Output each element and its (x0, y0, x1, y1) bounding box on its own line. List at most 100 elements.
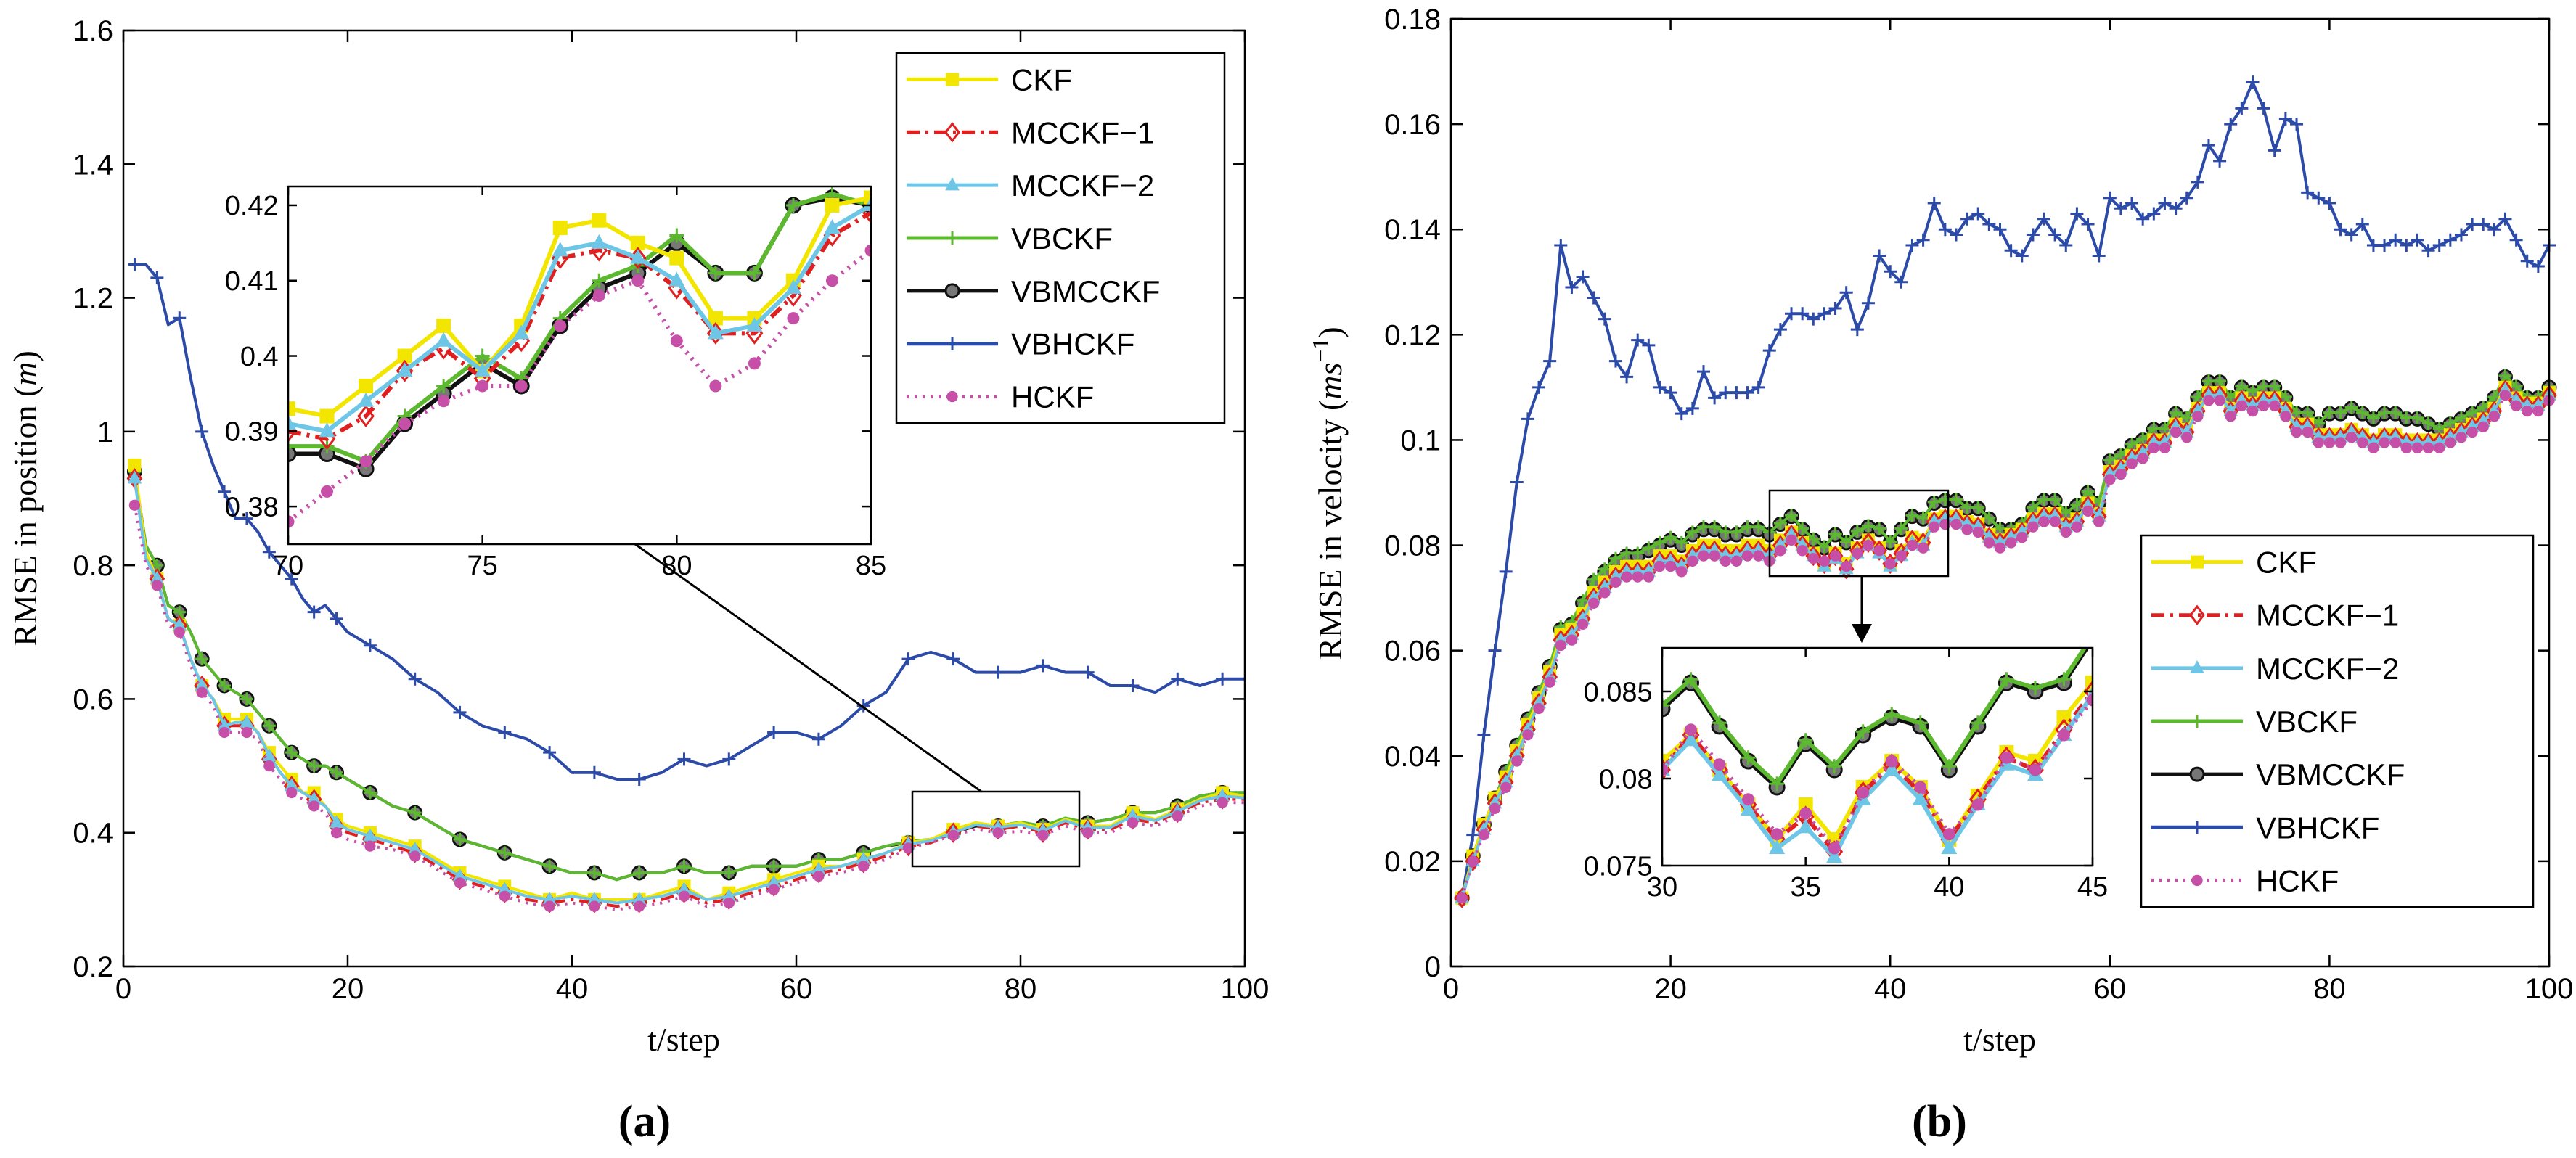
b-point-hckf (2181, 432, 2193, 443)
b-point-vbhckf (1708, 391, 1722, 405)
b-point-hckf (2389, 437, 2401, 448)
a-legend-marker-mcckf-1 (944, 122, 960, 143)
a-point-vbhckf (240, 512, 253, 525)
b-point-hckf (2346, 432, 2358, 443)
a-inset-point-mcckf-2 (396, 362, 413, 377)
b-series-vbhckf (1455, 75, 2556, 905)
a-inset-point-ckf (436, 319, 451, 334)
a-inset-point-ckf (669, 250, 684, 266)
b-point-hckf (2203, 395, 2215, 406)
b-y-axis-label-text: RMSE in velocity ( (1312, 400, 1349, 660)
b-legend-item-mcckf-1: MCCKF−1 (2151, 599, 2399, 633)
a-y-tick-label: 0.8 (73, 550, 113, 582)
b-point-vbhckf (1873, 249, 1886, 263)
b-point-hckf (1467, 855, 1479, 867)
a-legend-marker-ckf (946, 73, 959, 86)
b-y-tick-label: 0.1 (1400, 424, 1441, 456)
b-legend: CKF MCCKF−1 MCCKF−2 VBCKF VBMCCKF VBHCKF HCKF (2140, 534, 2535, 908)
b-point-vbhckf (2257, 102, 2270, 115)
b-y-tick-label: 0.06 (1384, 636, 1441, 668)
b-point-vbhckf (2246, 75, 2260, 89)
b-point-hckf (1730, 555, 1743, 567)
b-point-hckf (2532, 405, 2544, 417)
b-point-vbhckf (2378, 238, 2392, 252)
b-y-axis-label-exp: −1 (1307, 338, 1333, 363)
b-legend-item-vbckf: VBCKF (2151, 705, 2358, 739)
b-point-hckf (2060, 526, 2072, 538)
b-point-vbckf (1675, 535, 1688, 549)
a-inset-point-ckf (864, 190, 871, 205)
b-inset-point-mcckf-2 (1682, 731, 1699, 747)
b-point-hckf (2522, 405, 2533, 417)
b-point-hckf (1863, 539, 1874, 551)
b-inset-point-hckf (2029, 763, 2042, 776)
b-inset-x-tick-label: 45 (2077, 872, 2108, 903)
a-inset-point-hckf (864, 244, 871, 257)
b-inset-series-vbckf (1662, 648, 2088, 792)
b-point-vbckf (1653, 535, 1667, 549)
a-inset-point-vbckf (436, 379, 451, 394)
b-point-vbhckf (1741, 386, 1754, 400)
a-legend-label-vbhckf: VBHCKF (1011, 327, 1134, 361)
a-x-tick-label: 0 (115, 973, 131, 1005)
b-point-hckf (1664, 560, 1677, 572)
b-plot-frame (1449, 17, 2551, 968)
b-point-hckf (2510, 400, 2522, 411)
a-point-hckf (947, 829, 959, 842)
a-inset-series-hckf (288, 244, 871, 528)
b-point-hckf (1456, 892, 1468, 904)
a-point-vbckf (767, 859, 781, 873)
b-point-vbhckf (2477, 217, 2490, 231)
b-point-hckf (1676, 566, 1688, 578)
b-point-vbckf (1839, 535, 1853, 549)
b-point-hckf (2246, 405, 2259, 417)
b-point-hckf (2082, 505, 2094, 517)
b-point-vbckf (1971, 501, 1985, 514)
a-point-hckf (902, 842, 915, 854)
b-inset-point-vbckf (1741, 750, 1756, 765)
b-inset-point-vbckf (1855, 724, 1870, 739)
b-point-hckf (1884, 558, 1896, 570)
b-inset-point-hckf (1662, 763, 1669, 776)
b-point-vbhckf (2015, 249, 2029, 263)
b-point-hckf (2466, 426, 2478, 438)
b-point-hckf (2148, 442, 2159, 453)
a-point-vbhckf (498, 726, 512, 739)
a-point-hckf (173, 626, 185, 638)
b-point-vbhckf (2290, 118, 2304, 131)
b-point-vbhckf (2443, 233, 2457, 247)
a-x-tick-label: 80 (1005, 973, 1037, 1005)
a-y-tick-label: 1 (97, 416, 113, 448)
b-point-vbhckf (2147, 207, 2161, 221)
b-point-vbckf (2366, 411, 2380, 424)
a-legend-marker-vbckf (946, 231, 959, 245)
a-point-vbckf (498, 846, 512, 860)
a-point-mcckf-2 (195, 678, 210, 691)
b-point-vbhckf (1521, 412, 1534, 426)
b-inset-point-vbckf (1770, 776, 1785, 792)
b-point-hckf (2313, 437, 2324, 448)
b-point-vbhckf (2191, 175, 2204, 189)
b-point-vbckf (2323, 406, 2336, 419)
b-point-vbhckf (2070, 207, 2084, 221)
a-inset-point-vbckf (708, 266, 723, 281)
b-inset-series-hckf (1662, 694, 2093, 855)
b-point-hckf (2357, 437, 2368, 448)
b-point-hckf (1983, 537, 1995, 549)
b-point-hckf (1566, 634, 1578, 646)
a-point-vbckf (285, 746, 298, 760)
a-inset-point-mcckf-2 (863, 196, 871, 211)
a-y-axis-label-text: RMSE in position ( (7, 386, 44, 646)
b-point-vbhckf (2334, 223, 2347, 237)
a-point-vbhckf (128, 258, 142, 271)
a-y-tick-label: 0.6 (73, 683, 113, 715)
b-point-vbhckf (2136, 212, 2150, 226)
b-point-vbhckf (2487, 223, 2501, 237)
a-plot-frame (122, 29, 1246, 968)
b-inset-point-hckf (1942, 828, 1955, 841)
b-point-vbhckf (1477, 728, 1491, 742)
a-point-vbhckf (195, 424, 209, 438)
b-point-hckf (1687, 555, 1698, 567)
b-inset-point-vbckf (1712, 715, 1727, 731)
b-point-vbckf (1642, 541, 1656, 555)
